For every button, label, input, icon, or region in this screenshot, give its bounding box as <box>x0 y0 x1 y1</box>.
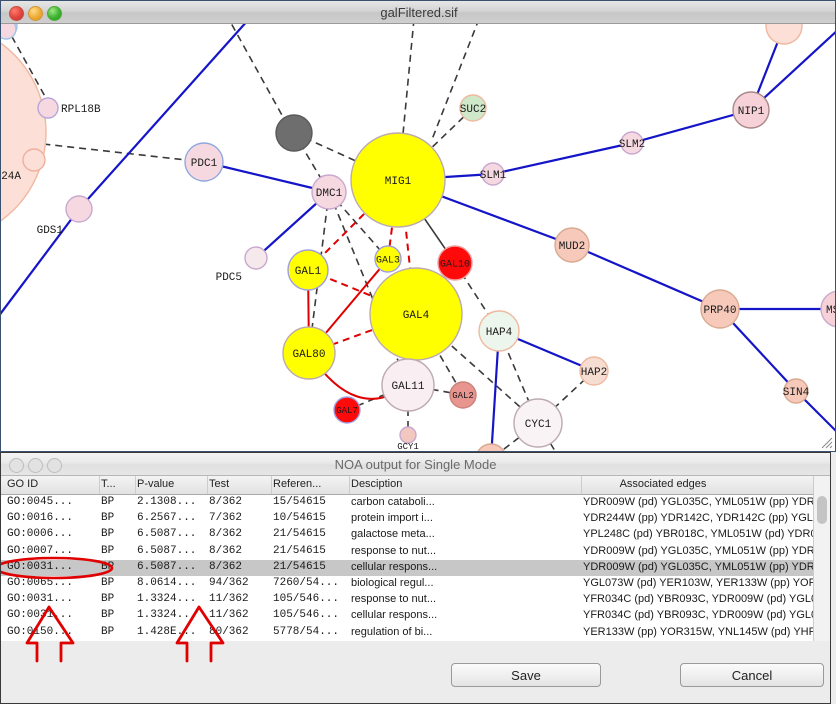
svg-text:MUD2: MUD2 <box>559 241 585 253</box>
svg-text:GAL4: GAL4 <box>403 310 430 322</box>
svg-text:RPL18B: RPL18B <box>61 104 101 116</box>
svg-text:GAL7: GAL7 <box>336 406 358 416</box>
svg-text:PDC5: PDC5 <box>216 272 242 284</box>
svg-text:SLM2: SLM2 <box>619 139 645 151</box>
svg-text:GAL2: GAL2 <box>452 391 474 401</box>
svg-text:GAL3: GAL3 <box>376 256 400 267</box>
svg-text:MSI1: MSI1 <box>826 305 836 317</box>
svg-text:GDS1: GDS1 <box>37 225 64 237</box>
svg-text:PRP40: PRP40 <box>703 305 736 317</box>
svg-text:NIP1: NIP1 <box>738 106 765 118</box>
svg-text:PDC1: PDC1 <box>191 158 218 170</box>
svg-text:HAP4: HAP4 <box>486 327 513 339</box>
svg-text:RPS24A: RPS24A <box>1 171 21 183</box>
svg-text:GCY1: GCY1 <box>397 442 419 452</box>
svg-text:GAL11: GAL11 <box>391 381 424 393</box>
svg-text:GAL1: GAL1 <box>295 266 322 278</box>
svg-text:SUC2: SUC2 <box>460 104 486 116</box>
svg-text:MIG1: MIG1 <box>385 176 412 188</box>
svg-text:CYC1: CYC1 <box>525 419 552 431</box>
svg-text:SLM1: SLM1 <box>480 170 507 182</box>
svg-text:SIN4: SIN4 <box>783 387 810 399</box>
svg-text:GAL80: GAL80 <box>292 349 325 361</box>
svg-text:HAP2: HAP2 <box>581 367 607 379</box>
svg-text:GAL10: GAL10 <box>440 260 470 271</box>
svg-text:DMC1: DMC1 <box>316 188 343 200</box>
